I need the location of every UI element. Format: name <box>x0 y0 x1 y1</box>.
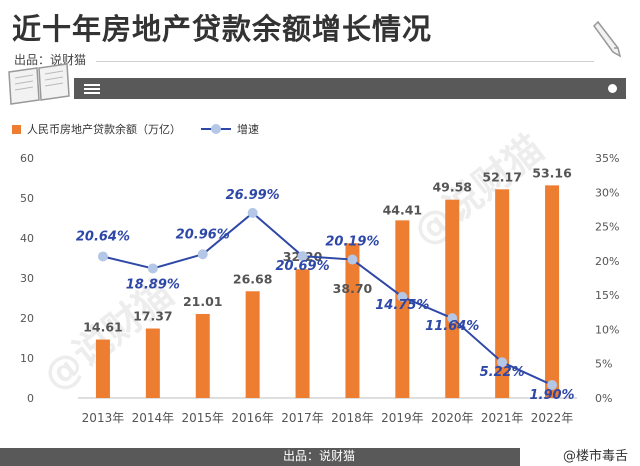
toolbar-strip <box>74 78 626 99</box>
bar-value-label: 26.68 <box>233 271 273 286</box>
y-left-tick-label: 30 <box>20 272 34 285</box>
x-tick-label: 2018年 <box>331 411 374 425</box>
x-tick-label: 2013年 <box>82 411 125 425</box>
bar <box>295 269 310 398</box>
bar-value-label: 38.70 <box>333 281 373 296</box>
x-tick-label: 2019年 <box>381 411 424 425</box>
pencil-icon <box>593 20 622 58</box>
y-right-tick-label: 35% <box>595 152 619 165</box>
x-tick-label: 2016年 <box>231 411 274 425</box>
y-right-tick-label: 10% <box>595 323 619 336</box>
growth-point <box>297 251 308 262</box>
growth-value-label: 20.69% <box>275 259 329 274</box>
growth-value-label: 14.75% <box>375 298 429 313</box>
y-right-tick-label: 25% <box>595 221 619 234</box>
growth-value-label: 11.64% <box>425 319 479 334</box>
divider <box>96 61 594 62</box>
y-left-tick-label: 10 <box>20 352 34 365</box>
growth-value-label: 1.90% <box>529 388 574 403</box>
x-tick-label: 2017年 <box>281 411 324 425</box>
dot-icon <box>608 84 617 93</box>
growth-point <box>447 313 458 324</box>
bar <box>395 220 410 398</box>
growth-value-label: 20.96% <box>176 227 230 242</box>
y-right-tick-label: 0% <box>595 392 612 405</box>
source-label: 出品：说财猫 <box>14 53 87 67</box>
footer-source: 出品：说财猫 <box>283 449 356 463</box>
y-left-tick-label: 0 <box>27 392 34 405</box>
growth-point <box>547 379 558 390</box>
corner-label: @楼市毒舌 <box>562 449 628 464</box>
legend-line-swatch <box>201 124 231 134</box>
bar-value-label: 49.58 <box>432 180 472 195</box>
y-right-tick-label: 20% <box>595 255 619 268</box>
bar-value-label: 14.61 <box>83 320 123 335</box>
legend-line-label: 增速 <box>237 123 259 136</box>
legend-bar-label: 人民币房地产贷款余额（万亿） <box>27 123 181 136</box>
y-left-tick-label: 20 <box>20 312 34 325</box>
chart-legend: 人民币房地产贷款余额（万亿） 增速 <box>12 121 259 137</box>
bar-value-label: 21.01 <box>183 294 223 309</box>
growth-point <box>497 357 508 368</box>
bar <box>145 328 160 398</box>
x-tick-label: 2015年 <box>181 411 224 425</box>
bar-value-label: 17.37 <box>133 309 173 324</box>
book-icon <box>8 63 70 105</box>
growth-value-label: 5.22% <box>480 365 525 380</box>
bar <box>445 199 460 398</box>
footer-strip <box>0 448 520 466</box>
bar <box>195 313 210 398</box>
y-left-tick-label: 60 <box>20 152 34 165</box>
bar <box>495 189 510 398</box>
legend-bar-swatch <box>12 124 21 134</box>
growth-point <box>147 263 158 274</box>
bar <box>245 291 260 398</box>
growth-value-label: 26.99% <box>226 188 280 203</box>
growth-point <box>397 291 408 302</box>
growth-point <box>247 207 258 218</box>
x-tick-label: 2022年 <box>531 411 574 425</box>
x-tick-label: 2020年 <box>431 411 474 425</box>
growth-value-label: 18.89% <box>126 277 180 292</box>
growth-point <box>197 249 208 260</box>
growth-value-label: 20.64% <box>76 229 130 244</box>
bar <box>545 185 560 398</box>
growth-value-label: 20.19% <box>325 235 379 250</box>
x-tick-label: 2021年 <box>481 411 524 425</box>
bar-value-label: 52.17 <box>482 169 522 184</box>
bar <box>95 339 110 398</box>
bar-value-label: 53.16 <box>532 165 572 180</box>
y-right-tick-label: 30% <box>595 186 619 199</box>
page-title: 近十年房地产贷款余额增长情况 <box>12 12 433 46</box>
growth-point <box>97 251 108 262</box>
y-left-tick-label: 50 <box>20 192 34 205</box>
y-right-tick-label: 15% <box>595 289 619 302</box>
x-tick-label: 2014年 <box>132 411 175 425</box>
bar <box>345 243 360 398</box>
y-right-tick-label: 5% <box>595 358 612 371</box>
growth-point <box>347 254 358 265</box>
menu-icon[interactable] <box>84 84 100 94</box>
bar-value-label: 44.41 <box>383 202 423 217</box>
growth-line <box>102 211 553 386</box>
y-left-tick-label: 40 <box>20 232 34 245</box>
